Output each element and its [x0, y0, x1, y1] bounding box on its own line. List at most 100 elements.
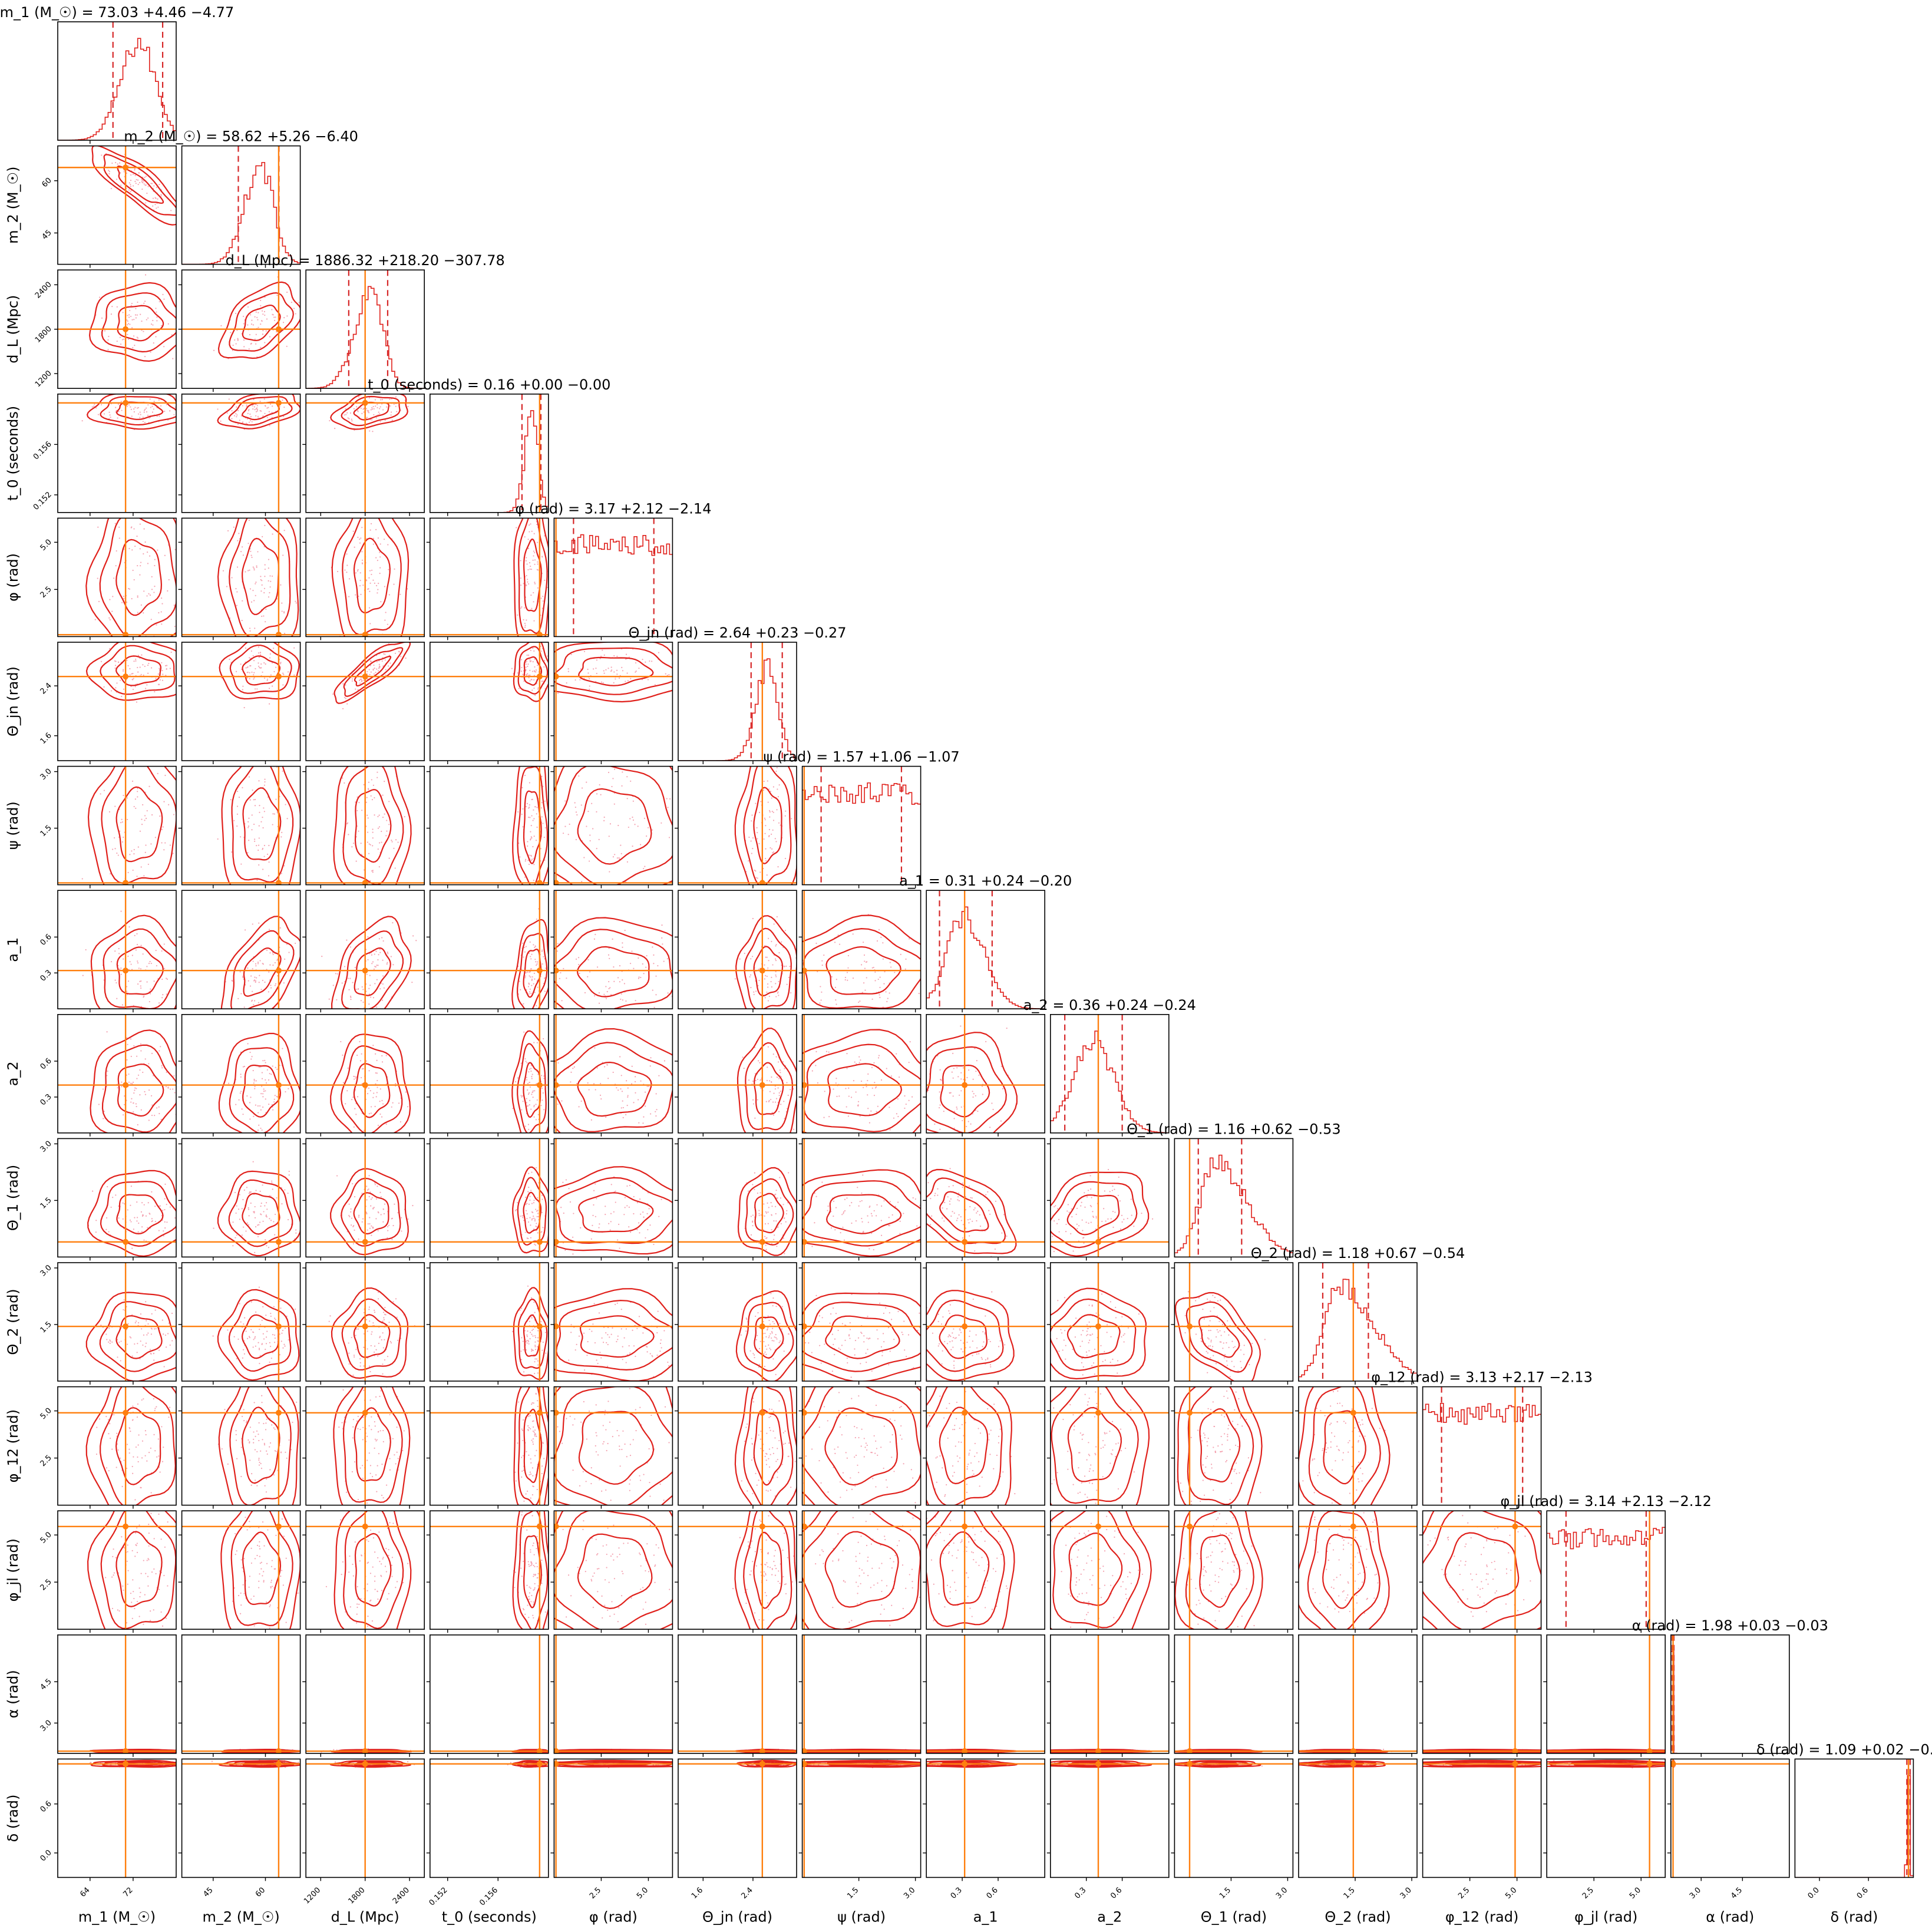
sample-point: [578, 1106, 580, 1108]
contour-level-1: [242, 655, 281, 686]
sample-point: [782, 1237, 784, 1239]
sample-point: [263, 856, 265, 857]
sample-point: [600, 655, 602, 658]
sample-point: [537, 986, 539, 988]
sample-point: [139, 1069, 141, 1071]
sample-point: [534, 1218, 536, 1220]
sample-point: [989, 1127, 991, 1128]
sample-point: [790, 1089, 791, 1091]
sample-point: [231, 979, 233, 982]
sample-point: [764, 997, 766, 999]
sample-point: [123, 338, 125, 340]
sample-point: [645, 1237, 646, 1239]
sample-point: [128, 182, 130, 184]
contour-level-2: [341, 395, 401, 427]
sample-point: [881, 1205, 883, 1207]
sample-point: [238, 1099, 240, 1101]
sample-point: [254, 1337, 256, 1339]
sample-point: [262, 979, 263, 982]
sample-point: [1141, 1213, 1142, 1214]
sample-point: [274, 1342, 276, 1343]
contour-level-2: [744, 927, 792, 1009]
panel-content: [58, 1138, 176, 1257]
sample-point: [124, 1203, 126, 1205]
sample-point: [236, 605, 237, 606]
sample-point: [130, 406, 131, 408]
sample-point: [126, 993, 128, 996]
sample-point: [262, 671, 263, 673]
sample-point: [537, 1232, 539, 1234]
sample-point: [527, 663, 529, 665]
sample-point: [254, 1088, 256, 1089]
sample-point: [136, 933, 138, 935]
sample-point: [252, 960, 254, 962]
sample-point: [531, 689, 533, 691]
sample-point: [815, 942, 817, 944]
sample-point: [527, 581, 529, 583]
panel-dL-t0: [302, 393, 425, 516]
sample-point: [595, 1216, 596, 1217]
sample-point: [270, 1220, 272, 1221]
sample-point: [375, 417, 377, 419]
sample-point: [359, 1362, 361, 1364]
sample-point: [248, 1336, 250, 1337]
sample-point: [112, 848, 114, 850]
sample-point: [342, 708, 344, 709]
y-tick-label: 2400: [34, 280, 54, 300]
sample-point: [157, 549, 158, 551]
sample-point: [141, 1226, 143, 1228]
sample-point: [375, 405, 377, 407]
sample-point: [766, 874, 768, 876]
sample-point: [131, 673, 133, 675]
panel-content: [1050, 1138, 1169, 1257]
sample-point: [526, 1098, 527, 1099]
sample-point: [170, 210, 172, 212]
contour-level-2: [229, 518, 291, 637]
sample-point: [151, 1218, 153, 1220]
sample-point: [543, 1213, 544, 1214]
sample-point: [524, 1231, 526, 1233]
sample-point: [256, 977, 257, 979]
truth-point: [554, 1082, 559, 1088]
sample-point: [760, 801, 762, 802]
sample-point: [550, 1239, 551, 1240]
sample-point: [114, 660, 116, 662]
sample-point: [140, 1211, 143, 1213]
sample-point: [283, 317, 285, 319]
sample-point: [540, 860, 541, 862]
sample-point: [533, 601, 534, 603]
sample-point: [161, 997, 163, 999]
sample-point: [120, 1340, 122, 1342]
sample-point: [536, 523, 538, 526]
sample-point: [359, 678, 361, 681]
y-tick-label: 3.0: [39, 1263, 54, 1278]
sample-point: [748, 836, 750, 838]
sample-point: [269, 336, 271, 338]
sample-point: [190, 235, 191, 236]
sample-point: [133, 848, 135, 851]
sample-point: [527, 1089, 529, 1091]
sample-point: [775, 770, 777, 772]
sample-point: [644, 1091, 646, 1093]
sample-point: [605, 986, 607, 988]
sample-point: [377, 1124, 379, 1127]
sample-point: [144, 815, 146, 817]
sample-point: [535, 1104, 537, 1105]
sample-point: [775, 841, 777, 843]
sample-point: [342, 683, 344, 685]
sample-point: [773, 1220, 775, 1222]
sample-point: [123, 836, 124, 838]
sample-point: [785, 1221, 787, 1223]
sample-point: [661, 924, 663, 926]
sample-point: [943, 1111, 944, 1112]
sample-point: [535, 669, 537, 671]
sample-point: [384, 653, 386, 655]
sample-point: [374, 399, 377, 401]
sample-point: [940, 1078, 942, 1081]
hist-panel-dL: d_L (Mpc) = 1886.32 +218.20 −307.78: [226, 252, 505, 392]
contour-level-1: [825, 946, 901, 995]
sample-point: [137, 655, 140, 656]
sample-point: [377, 589, 379, 590]
truth-point: [554, 967, 559, 974]
sample-point: [110, 1340, 111, 1342]
